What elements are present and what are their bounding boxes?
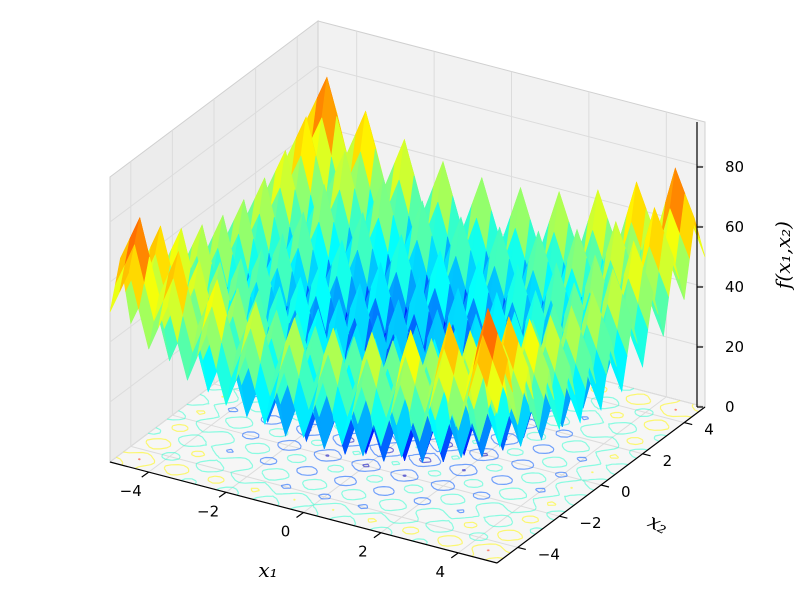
z-tick-label: 20 xyxy=(725,338,744,356)
y-tick-label: 0 xyxy=(621,483,631,501)
y-tick-label: −4 xyxy=(538,545,560,563)
z-tick-label: 40 xyxy=(725,278,744,296)
x-axis-label: x₁ xyxy=(258,558,277,582)
z-tick-label: 80 xyxy=(725,158,744,176)
grid-line xyxy=(109,65,706,223)
surface-mesh xyxy=(109,76,706,463)
z-axis-label: f(x₁,x₂) xyxy=(771,221,795,291)
x-tick xyxy=(218,491,227,498)
x-tick-label: 0 xyxy=(281,523,291,541)
x-tick-label: 4 xyxy=(436,563,446,581)
z-tick-label: 60 xyxy=(725,218,744,236)
x-tick-label: −4 xyxy=(120,482,142,500)
x-tick xyxy=(141,471,150,478)
x-tick xyxy=(296,512,304,518)
x-tick xyxy=(450,552,459,559)
y-tick xyxy=(684,422,693,426)
y-axis-label: x₂ xyxy=(644,509,672,539)
y-tick xyxy=(600,484,610,488)
y-tick-label: 4 xyxy=(704,421,714,439)
grid-line xyxy=(172,414,560,517)
y-tick xyxy=(559,515,568,519)
y-tick-label: 2 xyxy=(663,452,673,470)
y-tick-label: −2 xyxy=(579,514,601,532)
surface-facet xyxy=(486,360,503,415)
grid-line xyxy=(130,445,518,548)
y-tick xyxy=(517,546,526,550)
x-tick-label: −2 xyxy=(197,502,219,520)
x-tick-label: 2 xyxy=(358,543,368,561)
z-tick-label: 0 xyxy=(725,398,735,416)
x-tick xyxy=(373,532,382,539)
y-tick xyxy=(642,453,651,457)
